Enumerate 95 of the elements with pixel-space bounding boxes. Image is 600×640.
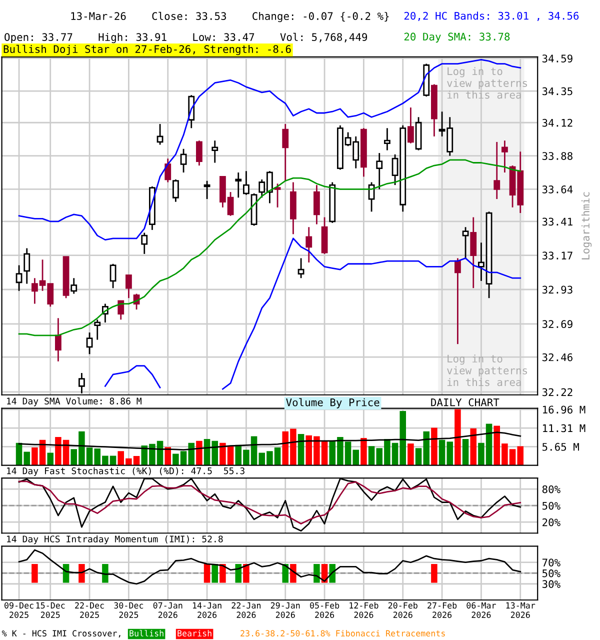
y-tick-label: 5.65 M — [542, 442, 579, 451]
x-tick-label: 29-Jan 2026 — [270, 602, 300, 618]
y-tick-label: 70% — [542, 558, 560, 566]
candlestick — [204, 180, 210, 200]
text: 23.6-38.2-50-61.8% Fibonacci Retracements — [240, 630, 445, 636]
y-tick-label: 20% — [542, 518, 560, 526]
line-series — [18, 432, 522, 450]
candlestick — [282, 123, 289, 182]
y-tick-label: 34.12 — [542, 118, 572, 127]
text: Bullish — [130, 630, 164, 636]
candlestick — [454, 258, 461, 345]
candlestick — [243, 170, 250, 196]
bar — [431, 428, 438, 466]
candlestick — [212, 140, 218, 164]
candlestick — [306, 226, 312, 264]
text: DAILY CHART — [431, 398, 500, 406]
x-tick-label: 05-Feb 2026 — [310, 602, 340, 618]
candlestick — [408, 106, 414, 144]
y-tick-label: 33.88 — [542, 152, 572, 160]
candlestick — [24, 248, 30, 284]
annotation: Log in to view patterns in this area — [447, 67, 528, 99]
y-tick-label: 33.17 — [542, 252, 572, 260]
candlestick — [376, 152, 383, 190]
bar — [470, 428, 476, 466]
y-tick-label: 32.22 — [542, 388, 572, 396]
line-series — [18, 480, 522, 524]
y-axis-title: Logarithmic — [581, 192, 592, 260]
candlestick — [172, 178, 179, 203]
y-tick-label: 32.69 — [542, 320, 572, 328]
text: Volume By Price — [286, 398, 380, 408]
y-tick-label: 32.93 — [542, 286, 572, 294]
chart-title: 13-Mar-26 Close: 33.53 Change: -0.07 {-0.2 %} — [71, 12, 389, 22]
chart-title: 14 Day HCS Intraday Momentum (IMI): 52.8 — [7, 535, 223, 544]
candlestick — [164, 158, 172, 183]
x-tick-label: 22-Dec 2025 — [75, 602, 104, 618]
y-tick-label: 34.59 — [542, 54, 572, 62]
bar — [196, 440, 202, 466]
annotation: Log in to view patterns in this area — [447, 354, 528, 386]
candlestick — [94, 318, 101, 340]
chart-subtitle: Open: 33.77 High: 33.91 Low: 33.47 Vol: 5,768,449 — [4, 32, 368, 44]
x-tick-label: 15-Dec 2025 — [36, 602, 65, 618]
candlestick — [470, 216, 477, 289]
text: 20,2 HC Bands: 33.01 , 34.56 — [404, 12, 579, 22]
x-tick-label: 27-Feb 2026 — [428, 602, 457, 618]
bar — [408, 444, 414, 466]
y-tick-label: 11.31 M — [543, 424, 586, 432]
y-tick-label: 50% — [542, 502, 560, 510]
y-tick-label: 33.41 — [542, 218, 572, 226]
candlestick — [314, 184, 320, 225]
x-tick-label: 14-Jan 2026 — [192, 602, 222, 618]
candlestick — [70, 277, 78, 294]
candlestick — [274, 182, 281, 208]
candlestick — [156, 123, 164, 146]
candlestick — [86, 332, 93, 355]
candlestick — [110, 263, 116, 289]
y-tick-label: 30% — [542, 580, 560, 588]
x-tick-label: 13-Mar 2026 — [506, 602, 536, 618]
x-tick-label: 09-Dec 2025 — [4, 602, 34, 618]
y-tick-label: 50% — [542, 569, 560, 578]
y-tick-label: 16.96 M — [543, 406, 586, 414]
candlestick — [118, 300, 124, 320]
candlestick — [141, 232, 148, 255]
bar — [47, 452, 54, 466]
text: % K - HCS IMI Crossover, — [2, 630, 120, 638]
text: 20 Day SMA: 33.78 — [404, 32, 510, 43]
x-tick-label: 20-Feb 2026 — [388, 602, 418, 618]
bar — [164, 447, 171, 466]
candlestick — [235, 172, 242, 198]
candlestick — [16, 264, 22, 292]
candlestick — [196, 140, 202, 166]
text: Bullish Doji Star on 27-Feb-26, Strength: -8.6 — [4, 44, 291, 56]
x-tick-label: 12-Feb 2026 — [350, 602, 378, 618]
candlestick — [384, 127, 390, 151]
x-tick-label: 06-Mar 2026 — [466, 602, 496, 618]
y-tick-label: 32.46 — [542, 353, 572, 362]
candlestick — [126, 274, 132, 299]
candlestick — [494, 141, 500, 200]
bar — [360, 438, 367, 466]
candlestick — [502, 140, 508, 174]
y-tick-label: 34.35 — [542, 87, 572, 96]
bar — [454, 409, 461, 466]
x-tick-label: 22-Jan 2026 — [232, 602, 261, 618]
bar — [462, 438, 469, 466]
chart-title: 14 Day Fast Stochastic (%K) (%D): 47.5 55.3 — [7, 467, 244, 476]
candlestick — [55, 317, 62, 362]
candlestick — [298, 258, 304, 279]
candlestick — [462, 226, 469, 259]
x-tick-label: 07-Jan 2026 — [153, 602, 182, 618]
text: Bearish — [178, 630, 212, 636]
x-tick-label: 30-Dec 2025 — [114, 602, 144, 618]
y-tick-label: 80% — [542, 485, 560, 494]
line-series — [18, 549, 522, 585]
text: 14 Day SMA Volume: 8.86 M — [7, 397, 142, 406]
y-tick-label: 33.64 — [542, 185, 573, 194]
candlestick — [180, 148, 187, 174]
